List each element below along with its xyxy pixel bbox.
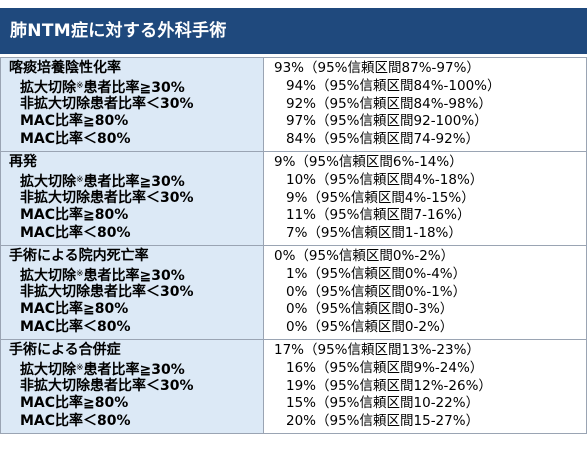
- results-table: 喀痰培養陰性化率 拡大切除※患者比率≧30% 非拡大切除患者比率＜30% MAC…: [0, 57, 587, 434]
- label-cell: 手術による合併症 拡大切除※患者比率≧30% 非拡大切除患者比率＜30% MAC…: [0, 338, 264, 434]
- footnote-mark: ※: [76, 174, 84, 185]
- category-value: 9%（95%信頼区間6%-14%）: [274, 153, 463, 170]
- category-label: 手術による院内死亡率: [9, 247, 149, 264]
- subgroup-label: 拡大切除※患者比率≧30%: [1, 360, 263, 378]
- subgroup-label: MAC比率≧80%: [20, 113, 129, 130]
- category-value: 17%（95%信頼区間13%-23%）: [274, 341, 480, 358]
- subgroup-value: 97%（95%信頼区間92-100%）: [286, 113, 488, 130]
- value-cell: 17%（95%信頼区間13%-23%） 16%（95%信頼区間9%-24%） 1…: [263, 338, 587, 434]
- subgroup-label: MAC比率≧80%: [20, 395, 129, 412]
- subgroup-label: 拡大切除※患者比率≧30%: [1, 266, 263, 284]
- category-label: 再発: [9, 153, 37, 170]
- subgroup-value: 10%（95%信頼区間4%-18%）: [286, 171, 484, 188]
- subgroup-label-text: 拡大切除: [20, 173, 76, 190]
- value-cell: 93%（95%信頼区間87%-97%） 94%（95%信頼区間84%-100%）…: [263, 57, 587, 152]
- subgroup-label: MAC比率＜80%: [20, 319, 131, 336]
- label-cell: 喀痰培養陰性化率 拡大切除※患者比率≧30% 非拡大切除患者比率＜30% MAC…: [0, 57, 264, 152]
- subgroup-value: 1%（95%信頼区間0%-4%）: [286, 265, 467, 282]
- table-row: 手術による合併症 拡大切除※患者比率≧30% 非拡大切除患者比率＜30% MAC…: [0, 338, 587, 434]
- footnote-mark: ※: [76, 362, 84, 373]
- subgroup-label: MAC比率≧80%: [20, 301, 129, 318]
- subgroup-value: 9%（95%信頼区間4%-15%）: [286, 189, 475, 206]
- subgroup-label: 非拡大切除患者比率＜30%: [20, 377, 194, 394]
- subgroup-label: MAC比率＜80%: [20, 131, 131, 148]
- table-row: 再発 拡大切除※患者比率≧30% 非拡大切除患者比率＜30% MAC比率≧80%…: [0, 150, 587, 246]
- subgroup-label: 非拡大切除患者比率＜30%: [20, 189, 194, 206]
- label-cell: 手術による院内死亡率 拡大切除※患者比率≧30% 非拡大切除患者比率＜30% M…: [0, 244, 264, 340]
- subgroup-label-text: 拡大切除: [20, 267, 76, 284]
- subgroup-value: 19%（95%信頼区間12%-26%）: [286, 377, 492, 394]
- subgroup-label: MAC比率＜80%: [20, 413, 131, 430]
- subgroup-value: 11%（95%信頼区間7-16%）: [286, 207, 471, 224]
- subgroup-label: 拡大切除※患者比率≧30%: [1, 172, 263, 190]
- subgroup-label: 非拡大切除患者比率＜30%: [20, 95, 194, 112]
- subgroup-label-text-tail: 患者比率≧30%: [83, 173, 185, 190]
- subgroup-label-text-tail: 患者比率≧30%: [83, 79, 185, 96]
- label-cell: 再発 拡大切除※患者比率≧30% 非拡大切除患者比率＜30% MAC比率≧80%…: [0, 150, 264, 246]
- subgroup-value: 20%（95%信頼区間15-27%）: [286, 413, 480, 430]
- value-cell: 9%（95%信頼区間6%-14%） 10%（95%信頼区間4%-18%） 9%（…: [263, 150, 587, 246]
- table-row: 手術による院内死亡率 拡大切除※患者比率≧30% 非拡大切除患者比率＜30% M…: [0, 244, 587, 340]
- subgroup-value: 15%（95%信頼区間10-22%）: [286, 395, 480, 412]
- subgroup-label: MAC比率＜80%: [20, 225, 131, 242]
- category-label: 手術による合併症: [9, 341, 121, 358]
- subgroup-value: 0%（95%信頼区間0-2%）: [286, 319, 454, 336]
- category-value: 93%（95%信頼区間87%-97%）: [274, 60, 480, 76]
- slide-title: 肺NTM症に対する外科手術: [0, 8, 587, 54]
- subgroup-label: MAC比率≧80%: [20, 207, 129, 224]
- subgroup-value: 7%（95%信頼区間1-18%）: [286, 225, 462, 242]
- subgroup-label-text: 拡大切除: [20, 79, 76, 96]
- subgroup-value: 94%（95%信頼区間84%-100%）: [286, 77, 501, 94]
- subgroup-value: 92%（95%信頼区間84%-98%）: [286, 95, 492, 112]
- category-value: 0%（95%信頼区間0%-2%）: [274, 247, 455, 264]
- category-label: 喀痰培養陰性化率: [9, 60, 121, 76]
- subgroup-label: 拡大切除※患者比率≧30%: [1, 78, 263, 96]
- subgroup-label: 非拡大切除患者比率＜30%: [20, 283, 194, 300]
- subgroup-label-text-tail: 患者比率≧30%: [83, 267, 185, 284]
- table-row: 喀痰培養陰性化率 拡大切除※患者比率≧30% 非拡大切除患者比率＜30% MAC…: [0, 57, 587, 152]
- subgroup-value: 84%（95%信頼区間74-92%）: [286, 131, 480, 148]
- subgroup-value: 0%（95%信頼区間0%-1%）: [286, 283, 467, 300]
- footnote-mark: ※: [76, 80, 84, 91]
- subgroup-label-text: 拡大切除: [20, 361, 76, 378]
- subgroup-label-text-tail: 患者比率≧30%: [83, 361, 185, 378]
- value-cell: 0%（95%信頼区間0%-2%） 1%（95%信頼区間0%-4%） 0%（95%…: [263, 244, 587, 340]
- footnote-mark: ※: [76, 268, 84, 279]
- subgroup-value: 0%（95%信頼区間0-3%）: [286, 301, 454, 318]
- subgroup-value: 16%（95%信頼区間9%-24%）: [286, 359, 484, 376]
